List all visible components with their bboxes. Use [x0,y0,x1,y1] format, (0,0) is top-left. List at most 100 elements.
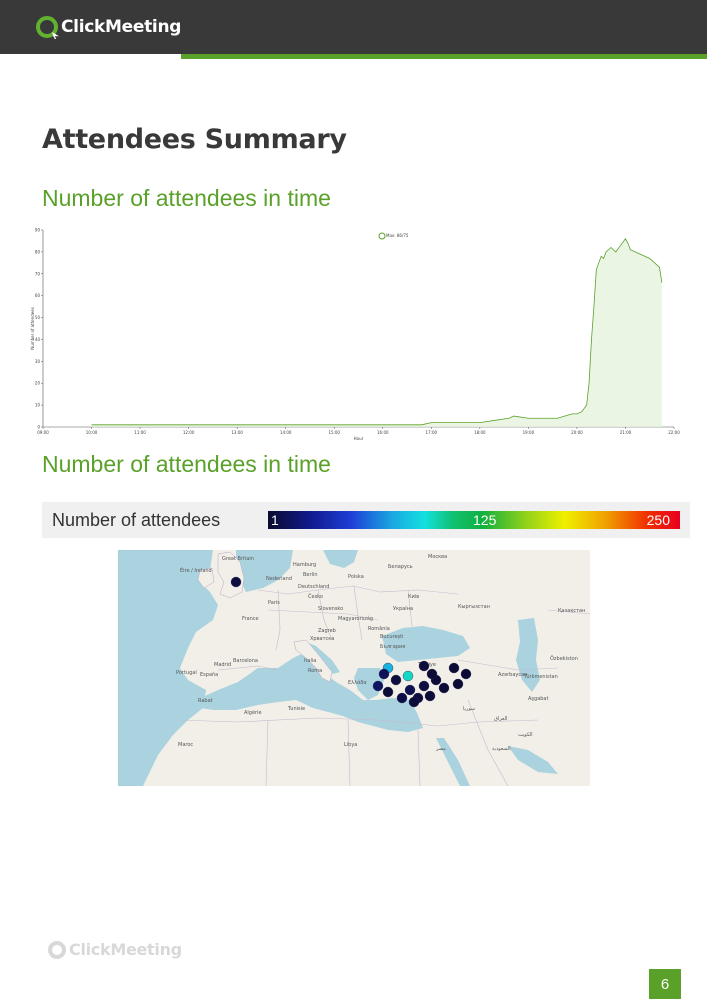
scale-min-label: 1 [271,512,279,528]
attendees-time-chart-svg: 0 10 20 30 40 50 60 70 80 90 09:00 10:00 11:00 12:00 1… [30,228,680,442]
y-tick-label: 20 [35,381,41,386]
attendee-location-marker[interactable] [418,660,430,672]
x-tick-label: 19:00 [523,430,535,435]
x-axis-label: Hour [354,436,364,441]
x-tick-label: 20:00 [571,430,583,435]
y-tick-label: 10 [35,403,41,408]
brand-name: ClickMeeting [61,17,182,37]
map-place-label: Berlin [303,572,318,578]
attendees-map[interactable]: Great Britain Éire / Ireland Nederland Hamb… [118,550,590,786]
color-scale-bar: 1 125 250 [268,511,680,529]
y-axis-label: Number of attendees [30,307,35,350]
attendee-location-marker[interactable] [438,682,450,694]
attendee-location-marker[interactable] [382,686,394,698]
map-place-label: Беларусь [388,564,413,570]
x-tick-label: 09:00 [37,430,49,435]
map-attendee-markers [230,576,472,708]
map-place-label: Қазақстан [558,608,585,614]
map-place-label: Zagreb [318,628,336,634]
map-place-label: مصر [435,746,446,752]
aegean-sea [354,668,384,700]
map-place-label: Aşgabat [528,696,549,702]
legend-label: Number of attendees [52,510,221,530]
footer-brand-logo: ClickMeeting [48,940,182,959]
map-place-label: Portugal [176,670,197,676]
x-tick-label: 12:00 [183,430,195,435]
map-place-label: España [200,672,218,678]
map-place-label: الكويت [518,732,533,738]
x-tick-label: 16:00 [377,430,389,435]
map-place-label: Great Britain [222,556,254,562]
y-tick-label: 0 [37,425,40,430]
legend-marker [378,232,386,240]
map-place-label: Magyarország [338,615,373,622]
ireland-land [197,567,215,589]
scale-max-label: 250 [646,512,670,528]
attendee-location-marker[interactable] [230,576,242,588]
attendee-location-marker[interactable] [390,674,402,686]
attendee-location-marker[interactable] [452,678,464,690]
attendee-location-marker[interactable] [408,696,420,708]
header-brand-logo[interactable]: ClickMeeting [36,14,181,40]
map-place-label: Deutschland [298,584,329,590]
map-place-labels: Great Britain Éire / Ireland Nederland Hamb… [176,554,585,752]
attendee-location-marker[interactable] [460,668,472,680]
map-place-label: Hamburg [293,562,316,568]
footer-logo-icon [48,940,66,959]
mediterranean-sea [196,652,423,732]
legend-text: Max: 86/75 [386,233,409,238]
map-place-label: العراق [494,716,507,722]
attendee-location-marker[interactable] [402,670,414,682]
attendee-location-marker[interactable] [424,690,436,702]
country-borders [177,585,590,786]
y-tick-label: 60 [35,293,41,298]
header-accent-stripe [181,54,707,59]
map-legend: Number of attendees 1 125 250 [42,502,690,538]
x-tick-label: 22:00 [668,430,680,435]
map-place-label: Maroc [178,742,193,748]
header-bar: ClickMeeting [0,0,707,54]
map-place-label: Česko [308,593,323,600]
attendee-location-marker[interactable] [378,668,390,680]
caspian-sea [516,618,540,692]
x-tick-label: 21:00 [620,430,632,435]
footer-brand-name: ClickMeeting [69,940,182,959]
map-place-label: București [380,634,404,640]
attendee-location-marker[interactable] [396,692,408,704]
map-place-label: Algérie [244,709,262,716]
page-number: 6 [649,969,681,999]
y-tick-label: 70 [35,271,41,276]
x-tick-label: 17:00 [426,430,438,435]
map-place-label: România [368,625,390,632]
persian-gulf [508,746,558,774]
map-place-label: France [242,616,259,622]
chart-section-title: Number of attendees in time [42,185,331,211]
map-place-label: Nederland [266,576,292,582]
map-place-label: Roma [308,668,322,674]
attendee-location-marker[interactable] [418,680,430,692]
attendees-time-chart: 0 10 20 30 40 50 60 70 80 90 09:00 10:00 11:00 12:00 1… [30,226,680,442]
black-sea [382,626,470,662]
page-title: Attendees Summary [42,124,347,155]
north-sea [236,550,293,592]
attendee-location-marker[interactable] [372,680,384,692]
map-place-label: Rabat [198,698,213,704]
series-area [91,238,662,427]
map-place-label: Slovensko [318,606,343,612]
red-sea [436,738,470,786]
attendee-location-marker[interactable] [404,684,416,696]
x-tick-label: 15:00 [328,430,340,435]
y-tick-label: 30 [35,359,41,364]
scale-mid-label: 125 [473,512,497,528]
brand-logo-icon [36,16,58,38]
map-place-label: Madrid [214,662,231,668]
x-tick-label: 18:00 [474,430,486,435]
attendee-location-marker[interactable] [448,662,460,674]
y-tick-label: 80 [35,249,41,254]
y-tick-label: 50 [35,315,41,320]
attendee-location-marker[interactable] [426,668,438,680]
y-tick-label: 90 [35,228,41,233]
map-place-label: سوريا [463,706,475,712]
y-tick-label: 40 [35,337,41,342]
map-place-label: България [380,644,405,650]
